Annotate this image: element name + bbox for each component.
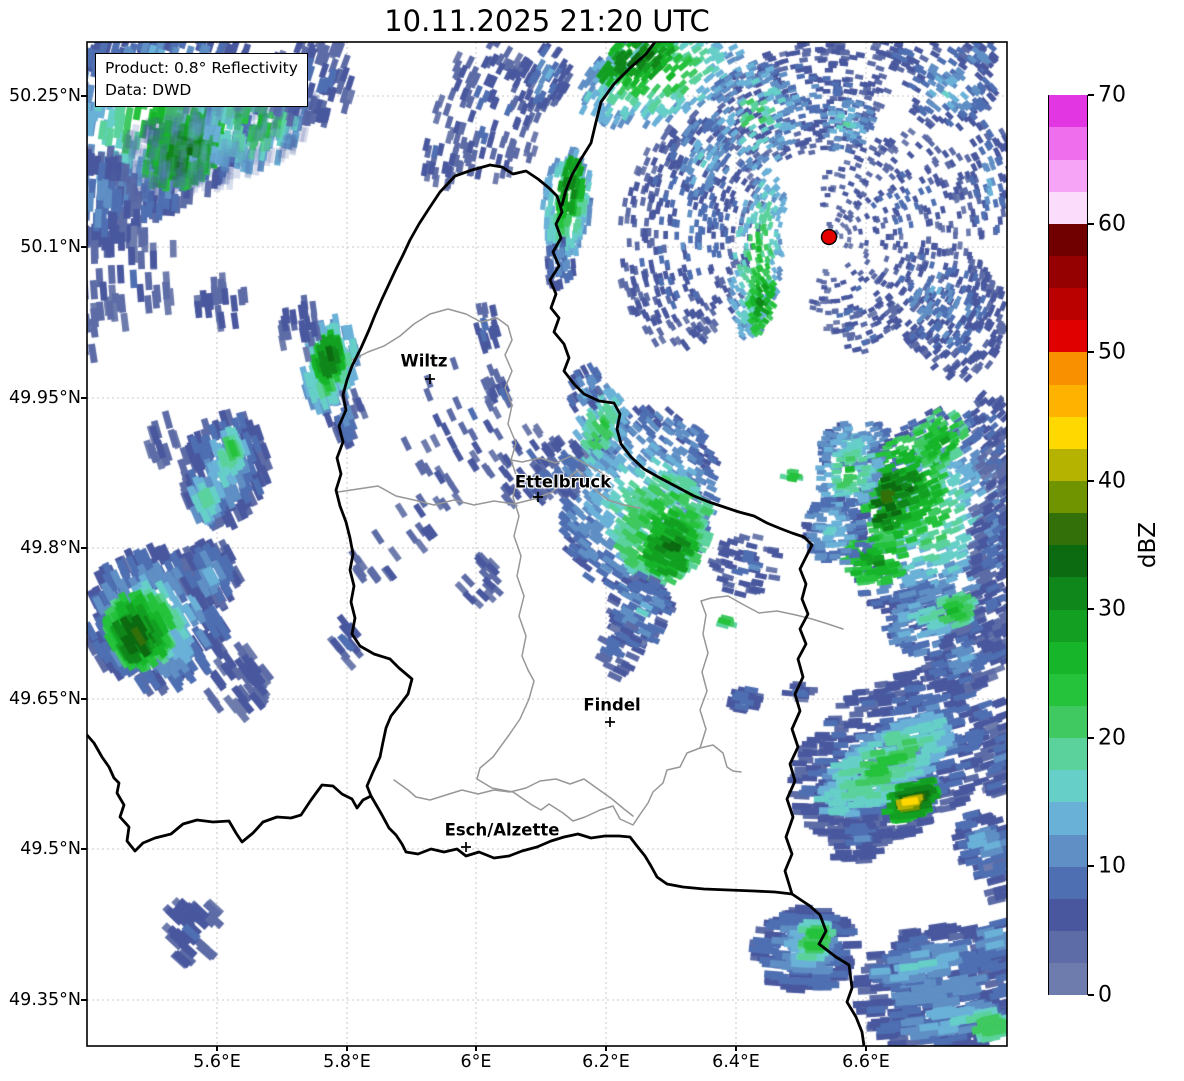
y-tick-label: 49.95°N: [9, 388, 81, 408]
y-tick-mark: [81, 547, 87, 549]
colorbar-band: [1049, 866, 1087, 899]
x-tick-label: 6°E: [460, 1052, 492, 1072]
colorbar-band: [1049, 898, 1087, 931]
colorbar-tick-label: 60: [1098, 211, 1126, 237]
colorbar-tick-label: 0: [1098, 982, 1112, 1008]
colorbar-band: [1049, 158, 1087, 192]
colorbar-band: [1049, 255, 1087, 289]
colorbar-band: [1049, 801, 1087, 835]
x-tick-label: 5.6°E: [193, 1052, 241, 1072]
product-info-line2: Data: DWD: [105, 81, 192, 99]
colorbar-tick-label: 20: [1098, 725, 1126, 751]
x-tick-mark: [475, 1046, 477, 1051]
colorbar-tick-label: 10: [1098, 853, 1126, 879]
y-tick-mark: [81, 698, 87, 700]
x-tick-mark: [735, 1046, 737, 1051]
city-label: Ettelbruck: [514, 472, 612, 492]
colorbar-band: [1049, 641, 1087, 674]
colorbar-band: [1049, 673, 1087, 706]
x-tick-label: 6.6°E: [842, 1052, 890, 1072]
colorbar-tick-label: 50: [1098, 339, 1126, 365]
city-label: Wiltz: [400, 351, 448, 371]
colorbar-tick-mark: [1088, 480, 1094, 482]
x-tick-mark: [216, 1046, 218, 1051]
colorbar-band: [1049, 512, 1087, 546]
colorbar-band: [1049, 769, 1087, 803]
colorbar-tick-mark: [1088, 94, 1094, 96]
colorbar-band: [1049, 608, 1087, 642]
page-title: 10.11.2025 21:20 UTC: [384, 4, 710, 38]
colorbar: [1048, 94, 1088, 996]
colorbar-band: [1049, 448, 1087, 481]
colorbar-band: [1049, 480, 1087, 514]
colorbar-tick-label: 30: [1098, 596, 1126, 622]
colorbar-band: [1049, 833, 1087, 867]
colorbar-band: [1049, 351, 1087, 385]
colorbar-tick-mark: [1088, 994, 1094, 996]
x-tick-label: 5.8°E: [323, 1052, 371, 1072]
y-tick-label: 49.65°N: [9, 689, 81, 709]
colorbar-band: [1049, 962, 1087, 996]
colorbar-band: [1049, 737, 1087, 771]
colorbar-band: [1049, 705, 1087, 739]
y-tick-label: 49.35°N: [9, 990, 81, 1010]
product-info-box: Product: 0.8° Reflectivity Data: DWD: [95, 53, 308, 107]
y-tick-label: 49.5°N: [20, 839, 81, 859]
x-tick-mark: [346, 1046, 348, 1051]
colorbar-band: [1049, 191, 1087, 224]
x-tick-mark: [605, 1046, 607, 1051]
y-tick-mark: [81, 246, 87, 248]
colorbar-band: [1049, 383, 1087, 417]
y-tick-mark: [81, 999, 87, 1001]
colorbar-band: [1049, 930, 1087, 964]
colorbar-band: [1049, 319, 1087, 353]
y-tick-label: 50.1°N: [20, 237, 81, 257]
colorbar-tick-label: 70: [1098, 82, 1126, 108]
colorbar-axis-label: dBZ: [1135, 521, 1162, 569]
y-tick-mark: [81, 95, 87, 97]
colorbar-band: [1049, 94, 1087, 128]
x-tick-mark: [865, 1046, 867, 1051]
colorbar-tick-label: 40: [1098, 468, 1126, 494]
colorbar-band: [1049, 287, 1087, 321]
colorbar-band: [1049, 126, 1087, 160]
y-tick-mark: [81, 397, 87, 399]
colorbar-band: [1049, 416, 1087, 449]
colorbar-tick-mark: [1088, 223, 1094, 225]
product-info-line1: Product: 0.8° Reflectivity: [105, 59, 298, 77]
radar-echoes-canvas: [87, 42, 1007, 1046]
x-tick-label: 6.4°E: [712, 1052, 760, 1072]
city-label: Esch/Alzette: [444, 820, 560, 840]
colorbar-band: [1049, 544, 1087, 578]
colorbar-tick-mark: [1088, 865, 1094, 867]
colorbar-band: [1049, 576, 1087, 610]
y-tick-label: 49.8°N: [20, 538, 81, 558]
colorbar-tick-mark: [1088, 608, 1094, 610]
colorbar-tick-mark: [1088, 737, 1094, 739]
x-tick-label: 6.2°E: [582, 1052, 630, 1072]
city-label: Findel: [583, 695, 641, 715]
colorbar-tick-mark: [1088, 351, 1094, 353]
y-tick-mark: [81, 848, 87, 850]
colorbar-band: [1049, 223, 1087, 256]
y-tick-label: 50.25°N: [9, 86, 81, 106]
